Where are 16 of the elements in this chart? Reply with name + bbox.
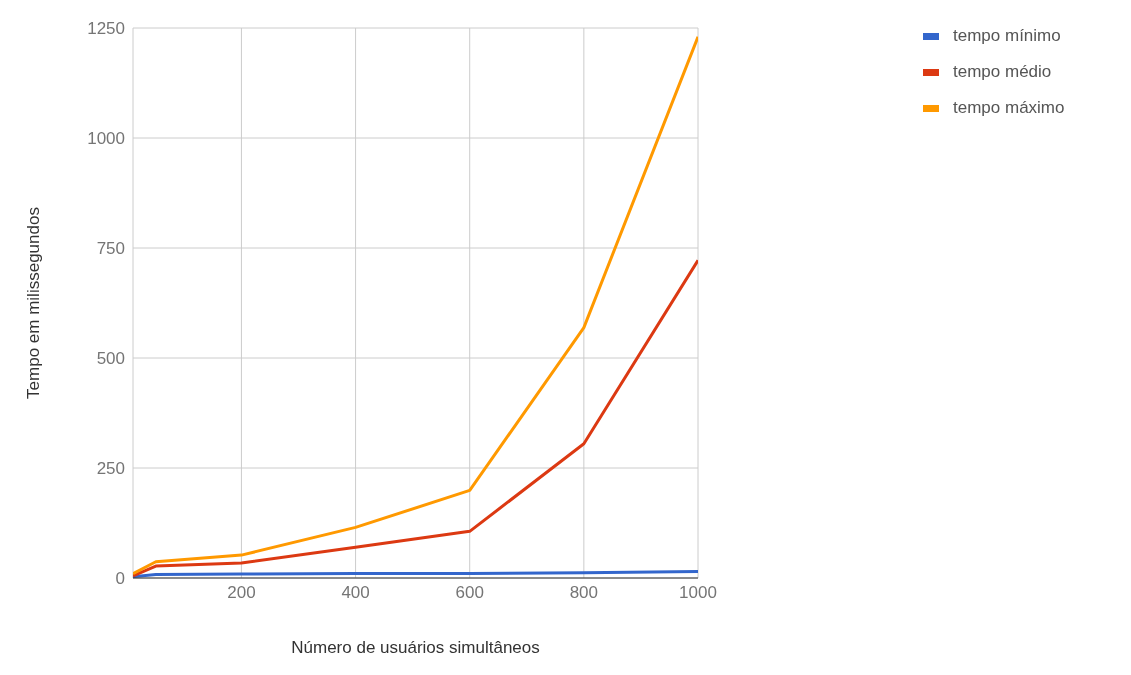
- y-tick-label: 500: [96, 349, 125, 369]
- y-tick-label: 1250: [87, 19, 125, 39]
- x-tick-label: 200: [227, 583, 256, 603]
- y-tick-label: 1000: [87, 129, 125, 149]
- x-tick-label: 400: [341, 583, 370, 603]
- y-tick-label: 250: [96, 459, 125, 479]
- x-axis-title: Número de usuários simultâneos: [291, 638, 540, 657]
- x-tick-label: 800: [569, 583, 599, 603]
- y-tick-label: 0: [115, 569, 125, 589]
- legend-label: tempo mínimo: [953, 26, 1061, 46]
- legend-label: tempo máximo: [953, 98, 1065, 118]
- x-tick-label: 1000: [679, 583, 717, 603]
- legend-label: tempo médio: [953, 62, 1052, 82]
- y-tick-label: 750: [96, 239, 125, 259]
- y-axis-title: Tempo em milissegundos: [24, 207, 44, 399]
- x-tick-label: 600: [455, 583, 484, 603]
